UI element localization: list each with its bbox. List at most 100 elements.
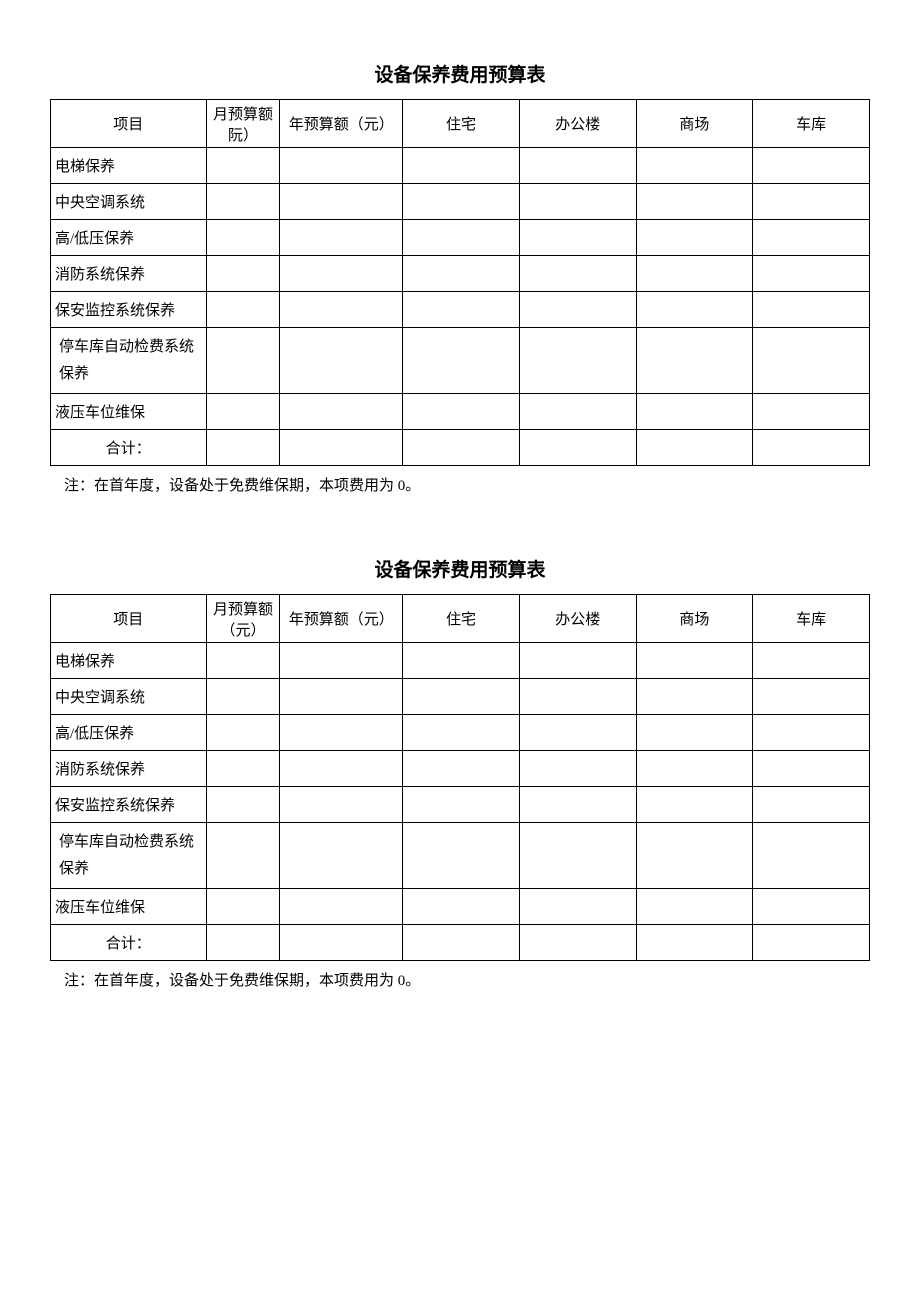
table-title: 设备保养费用预算表 <box>50 60 870 87</box>
value-cell <box>753 751 870 787</box>
value-cell <box>519 148 636 184</box>
value-cell <box>280 292 403 328</box>
value-cell <box>519 643 636 679</box>
value-cell <box>403 184 520 220</box>
item-cell: 高/低压保养 <box>51 220 207 256</box>
value-cell <box>403 292 520 328</box>
value-cell <box>403 256 520 292</box>
value-cell <box>636 715 753 751</box>
table-row: 停车库自动检费系统保养 <box>51 823 870 889</box>
value-cell <box>280 148 403 184</box>
value-cell <box>206 148 280 184</box>
value-cell <box>519 394 636 430</box>
table-row: 高/低压保养 <box>51 715 870 751</box>
value-cell <box>519 823 636 889</box>
item-cell: 中央空调系统 <box>51 679 207 715</box>
col-header-garage: 车库 <box>753 100 870 148</box>
table-row: 液压车位维保 <box>51 889 870 925</box>
value-cell <box>519 679 636 715</box>
value-cell <box>403 925 520 961</box>
value-cell <box>280 787 403 823</box>
value-cell <box>519 256 636 292</box>
value-cell <box>636 823 753 889</box>
table-row: 停车库自动检费系统保养 <box>51 328 870 394</box>
value-cell <box>753 292 870 328</box>
item-cell: 液压车位维保 <box>51 394 207 430</box>
table-footnote: 注：在首年度，设备处于免费维保期，本项费用为 0。 <box>50 969 870 990</box>
value-cell <box>403 220 520 256</box>
item-cell: 中央空调系统 <box>51 184 207 220</box>
table-row: 消防系统保养 <box>51 256 870 292</box>
value-cell <box>280 889 403 925</box>
col-header-residential: 住宅 <box>403 100 520 148</box>
value-cell <box>519 787 636 823</box>
table-row: 中央空调系统 <box>51 679 870 715</box>
value-cell <box>519 328 636 394</box>
item-cell: 停车库自动检费系统保养 <box>51 328 207 394</box>
budget-table-section-1: 设备保养费用预算表 项目 月预算额阮） 年预算额（元） 住宅 办公楼 商场 车库… <box>50 60 870 495</box>
item-cell-total: 合计： <box>51 925 207 961</box>
value-cell <box>280 823 403 889</box>
table-footnote: 注：在首年度，设备处于免费维保期，本项费用为 0。 <box>50 474 870 495</box>
item-cell: 保安监控系统保养 <box>51 292 207 328</box>
value-cell <box>280 679 403 715</box>
value-cell <box>753 184 870 220</box>
table-row: 电梯保养 <box>51 643 870 679</box>
value-cell <box>636 184 753 220</box>
value-cell <box>403 148 520 184</box>
value-cell <box>403 643 520 679</box>
col-header-residential: 住宅 <box>403 595 520 643</box>
value-cell <box>753 925 870 961</box>
value-cell <box>636 292 753 328</box>
value-cell <box>753 787 870 823</box>
value-cell <box>636 148 753 184</box>
col-header-month: 月预算额（元） <box>206 595 280 643</box>
item-cell: 液压车位维保 <box>51 889 207 925</box>
table-row: 消防系统保养 <box>51 751 870 787</box>
value-cell <box>280 220 403 256</box>
table-row-total: 合计： <box>51 925 870 961</box>
value-cell <box>206 184 280 220</box>
budget-table-section-2: 设备保养费用预算表 项目 月预算额（元） 年预算额（元） 住宅 办公楼 商场 车… <box>50 555 870 990</box>
value-cell <box>519 715 636 751</box>
col-header-year: 年预算额（元） <box>280 595 403 643</box>
value-cell <box>280 715 403 751</box>
value-cell <box>636 394 753 430</box>
value-cell <box>206 430 280 466</box>
value-cell <box>403 823 520 889</box>
value-cell <box>519 292 636 328</box>
value-cell <box>403 430 520 466</box>
value-cell <box>280 184 403 220</box>
value-cell <box>206 292 280 328</box>
item-cell-total: 合计： <box>51 430 207 466</box>
value-cell <box>280 328 403 394</box>
value-cell <box>636 787 753 823</box>
value-cell <box>519 751 636 787</box>
budget-table: 项目 月预算额（元） 年预算额（元） 住宅 办公楼 商场 车库 电梯保养 中央空… <box>50 594 870 961</box>
item-cell: 电梯保养 <box>51 148 207 184</box>
table-row: 中央空调系统 <box>51 184 870 220</box>
value-cell <box>403 787 520 823</box>
value-cell <box>753 328 870 394</box>
value-cell <box>753 823 870 889</box>
item-cell: 停车库自动检费系统保养 <box>51 823 207 889</box>
value-cell <box>280 643 403 679</box>
value-cell <box>280 751 403 787</box>
table-header-row: 项目 月预算额（元） 年预算额（元） 住宅 办公楼 商场 车库 <box>51 595 870 643</box>
value-cell <box>753 643 870 679</box>
value-cell <box>636 220 753 256</box>
table-title: 设备保养费用预算表 <box>50 555 870 582</box>
item-cell: 保安监控系统保养 <box>51 787 207 823</box>
value-cell <box>519 889 636 925</box>
value-cell <box>636 679 753 715</box>
value-cell <box>403 679 520 715</box>
item-cell: 高/低压保养 <box>51 715 207 751</box>
value-cell <box>280 394 403 430</box>
col-header-mall: 商场 <box>636 100 753 148</box>
col-header-garage: 车库 <box>753 595 870 643</box>
value-cell <box>206 889 280 925</box>
value-cell <box>206 751 280 787</box>
value-cell <box>636 643 753 679</box>
col-header-item: 项目 <box>51 595 207 643</box>
value-cell <box>206 256 280 292</box>
